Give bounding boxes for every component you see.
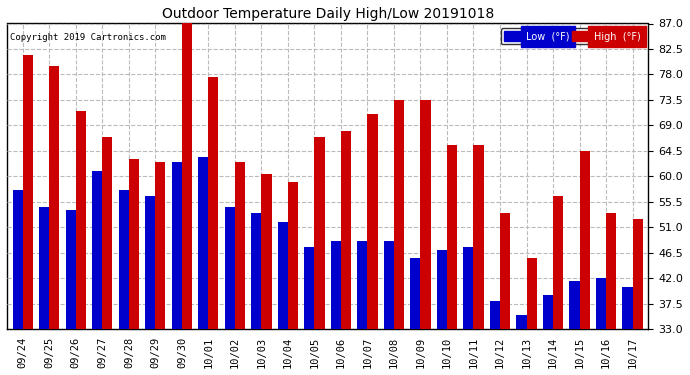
Bar xyxy=(262,174,271,329)
Bar xyxy=(92,171,102,329)
Bar xyxy=(315,137,324,329)
Bar xyxy=(543,295,553,329)
Bar xyxy=(490,301,500,329)
Bar xyxy=(341,131,351,329)
Bar xyxy=(500,213,510,329)
Bar xyxy=(420,100,431,329)
Bar xyxy=(182,24,192,329)
Bar xyxy=(304,247,315,329)
Bar xyxy=(208,77,219,329)
Bar xyxy=(172,162,182,329)
Bar xyxy=(50,66,59,329)
Bar xyxy=(580,151,590,329)
Bar xyxy=(394,100,404,329)
Bar xyxy=(553,196,563,329)
Bar xyxy=(447,145,457,329)
Bar xyxy=(39,207,50,329)
Bar xyxy=(102,137,112,329)
Bar xyxy=(23,55,33,329)
Bar xyxy=(129,159,139,329)
Bar xyxy=(473,145,484,329)
Bar xyxy=(384,242,394,329)
Text: Copyright 2019 Cartronics.com: Copyright 2019 Cartronics.com xyxy=(10,33,166,42)
Bar xyxy=(622,287,633,329)
Bar xyxy=(411,258,420,329)
Legend: Low  (°F), High  (°F): Low (°F), High (°F) xyxy=(501,28,644,45)
Bar xyxy=(76,111,86,329)
Bar xyxy=(225,207,235,329)
Bar xyxy=(13,190,23,329)
Bar xyxy=(155,162,166,329)
Bar xyxy=(633,219,642,329)
Bar xyxy=(357,242,368,329)
Bar xyxy=(288,182,298,329)
Bar xyxy=(146,196,155,329)
Bar xyxy=(606,213,616,329)
Bar xyxy=(569,281,580,329)
Bar xyxy=(596,278,606,329)
Bar xyxy=(278,222,288,329)
Bar xyxy=(437,250,447,329)
Bar xyxy=(66,210,76,329)
Bar xyxy=(516,315,526,329)
Title: Outdoor Temperature Daily High/Low 20191018: Outdoor Temperature Daily High/Low 20191… xyxy=(161,7,494,21)
Bar xyxy=(368,114,377,329)
Bar xyxy=(331,242,341,329)
Bar xyxy=(198,156,208,329)
Bar xyxy=(464,247,473,329)
Bar xyxy=(526,258,537,329)
Bar xyxy=(251,213,262,329)
Bar xyxy=(235,162,245,329)
Bar xyxy=(119,190,129,329)
